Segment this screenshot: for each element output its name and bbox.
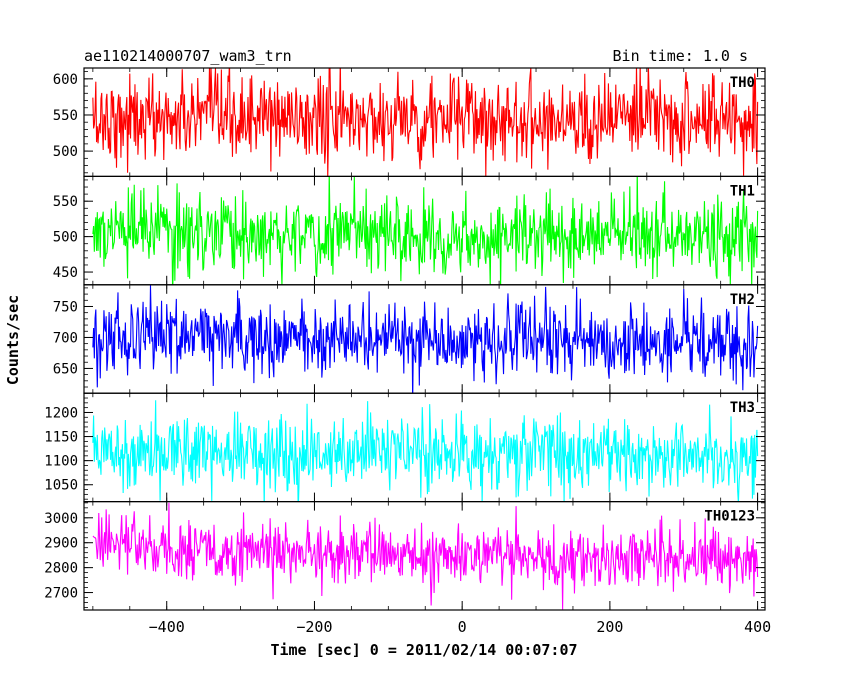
- y-tick-label: 650: [53, 361, 78, 377]
- series-line-th0123: [92, 502, 759, 610]
- panel-name-label: TH3: [730, 400, 755, 416]
- panel-frame-th0123: [83, 501, 766, 611]
- series-line-th3: [92, 400, 759, 502]
- bin-time-label: Bin time: 1.0 s: [613, 47, 748, 65]
- x-axis-label: Time [sec] 0 = 2011/02/14 00:07:07: [270, 641, 577, 659]
- panel-name-label: TH2: [730, 292, 755, 308]
- y-tick-label: 450: [53, 265, 78, 281]
- panel-name-label: TH0: [730, 75, 755, 91]
- y-axis-label: Counts/sec: [4, 295, 22, 385]
- y-tick-label: 500: [53, 144, 78, 160]
- y-tick-label: 3000: [44, 511, 78, 527]
- x-tick-label: 0: [458, 618, 467, 636]
- y-tick-label: 2800: [44, 561, 78, 577]
- y-tick-label: 2700: [44, 586, 78, 602]
- y-tick-label: 1200: [44, 405, 78, 421]
- series-line-th1: [92, 176, 759, 285]
- chart-title: ae110214000707_wam3_trn: [84, 47, 292, 65]
- y-tick-label: 1150: [44, 430, 78, 446]
- y-tick-label: 500: [53, 230, 78, 246]
- y-tick-label: 2900: [44, 536, 78, 552]
- y-tick-label: 550: [53, 108, 78, 124]
- panel-name-label: TH0123: [704, 509, 755, 525]
- series-line-th0: [92, 68, 759, 177]
- y-tick-label: 1050: [44, 478, 78, 494]
- panels-group: TH0 500 550 600 TH1 450 500 550 TH2 650 700 750 TH3 1…: [44, 67, 771, 636]
- panel-name-label: TH1: [730, 183, 755, 199]
- series-line-th2: [92, 285, 759, 394]
- x-tick-label: 200: [596, 618, 623, 636]
- y-tick-label: 750: [53, 299, 78, 315]
- x-tick-label: −400: [149, 618, 185, 636]
- x-tick-label: 400: [744, 618, 771, 636]
- x-tick-label: −200: [296, 618, 332, 636]
- y-tick-label: 550: [53, 194, 78, 210]
- y-tick-label: 700: [53, 330, 78, 346]
- y-tick-label: 1100: [44, 454, 78, 470]
- y-tick-label: 600: [53, 72, 78, 88]
